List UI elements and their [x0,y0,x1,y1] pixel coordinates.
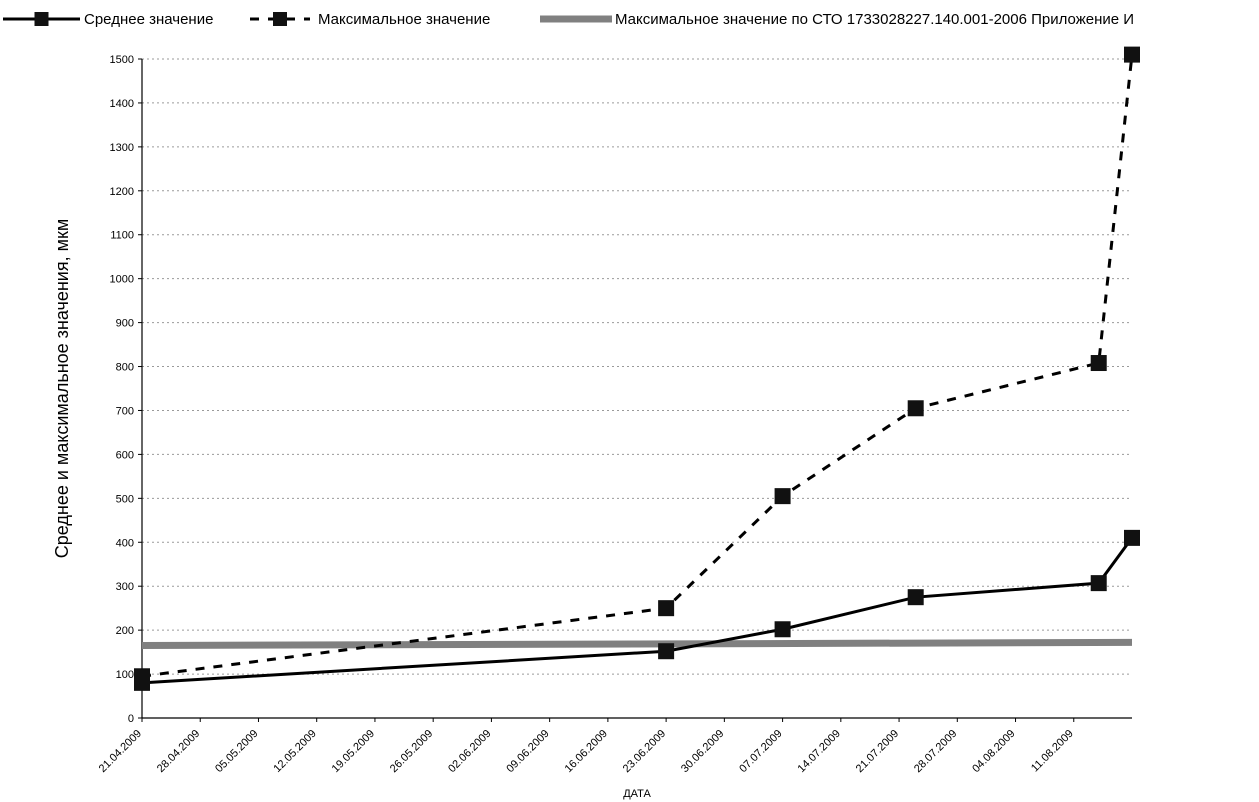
y-tick-label: 1400 [110,98,134,110]
legend-marker-1 [34,12,49,26]
y-axis-label: Среднее и максимальное значения, мкм [52,219,72,558]
y-tick-label: 600 [116,449,134,461]
series-1-marker [134,674,150,691]
y-tick-label: 900 [116,318,134,330]
series-1-marker [1124,529,1140,546]
y-tick-label: 100 [116,669,134,681]
legend-marker-2 [273,12,287,26]
x-axis-label: ДАТА [623,788,651,800]
y-tick-label: 300 [116,581,134,593]
series-line-3 [141,638,1133,650]
x-tick-label: 16.06.2009 [563,728,610,775]
series-line-1 [141,536,1134,685]
y-tick-label: 700 [116,405,134,417]
legend-label-2: Максимальное значение [318,11,490,28]
x-tick-label: 21.07.2009 [854,728,901,775]
series-2-marker [658,600,675,617]
legend-label-3: Максимальное значение по СТО 1733028227.… [615,11,1134,28]
x-tick-label: 11.08.2009 [1029,728,1076,775]
y-tick-label: 1000 [110,274,134,286]
series-2-marker [907,400,924,417]
x-tick-label: 19.05.2009 [330,728,377,775]
series-2-marker [1124,46,1140,63]
x-tick-label: 07.07.2009 [737,728,784,775]
y-tick-label: 1100 [110,230,134,242]
x-tick-label: 04.08.2009 [970,728,1017,775]
x-tick-label: 14.07.2009 [796,728,843,775]
y-tick-label: 0 [128,713,134,725]
series-1-marker [907,589,924,606]
x-tick-label: 26.05.2009 [388,728,435,775]
legend-label-1: Среднее значение [84,11,213,28]
x-tick-label: 05.05.2009 [213,728,260,775]
series-1-marker [774,621,791,638]
x-tick-label: 28.04.2009 [155,728,202,775]
x-tick-label: 12.05.2009 [271,728,318,775]
y-tick-label: 1200 [110,186,134,198]
x-tick-label: 23.06.2009 [621,728,668,775]
series-2-marker [1090,355,1107,372]
x-tick-label: 30.06.2009 [679,728,726,775]
chart-legend: Среднее значение Максимальное значение Мак… [3,11,1134,28]
x-tick-label: 09.06.2009 [504,728,551,775]
y-tick-label: 800 [116,362,134,374]
series-2-marker [774,488,791,505]
x-tick-label: 21.04.2009 [97,728,144,775]
y-tick-label: 500 [116,493,134,505]
x-tick-label: 02.06.2009 [446,728,493,775]
y-tick-label: 1500 [110,54,134,66]
x-tick-label: 28.07.2009 [912,728,959,775]
y-tick-label: 400 [116,537,134,549]
y-tick-label: 200 [116,625,134,637]
series-1-marker [658,643,675,660]
series-line-2 [141,54,1134,678]
series-1-marker [1090,575,1107,592]
y-tick-label: 1300 [110,142,134,154]
